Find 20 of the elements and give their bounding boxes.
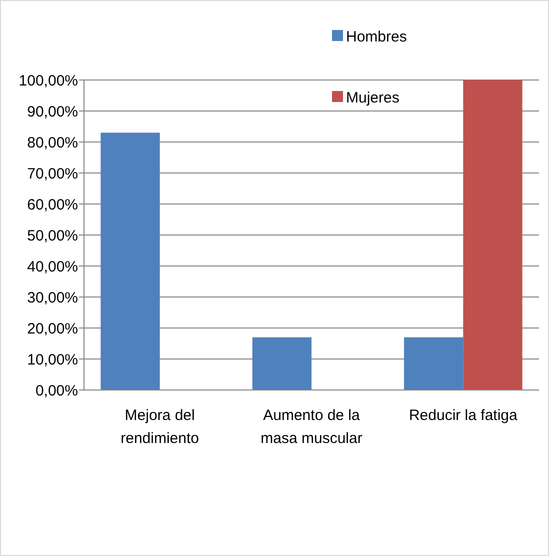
bar	[404, 337, 464, 390]
legend-label: Mujeres	[346, 89, 400, 106]
x-tick-label: Reducir la fatiga	[408, 407, 518, 424]
y-tick-label: 10,00%	[27, 351, 78, 368]
y-tick-label: 80,00%	[27, 134, 78, 152]
legend-label: Hombres	[346, 28, 407, 46]
y-tick-label: 60,00%	[27, 196, 78, 214]
y-tick-label: 50,00%	[27, 227, 78, 244]
y-tick-label: 100,00%	[18, 72, 78, 90]
x-tick-label: Mejora del rendimiento	[120, 407, 200, 447]
y-tick-label: 70,00%	[27, 165, 78, 182]
bar	[252, 337, 312, 390]
y-tick-label: 20,00%	[27, 320, 78, 338]
y-tick-label: 30,00%	[27, 289, 78, 306]
y-tick-label: 90,00%	[27, 103, 78, 120]
x-tick-label: Aumento de la masa muscular	[260, 407, 362, 447]
bar	[100, 132, 160, 390]
y-tick-label: 0,00%	[35, 382, 78, 400]
y-tick-label: 40,00%	[27, 258, 78, 276]
bar	[463, 80, 522, 390]
